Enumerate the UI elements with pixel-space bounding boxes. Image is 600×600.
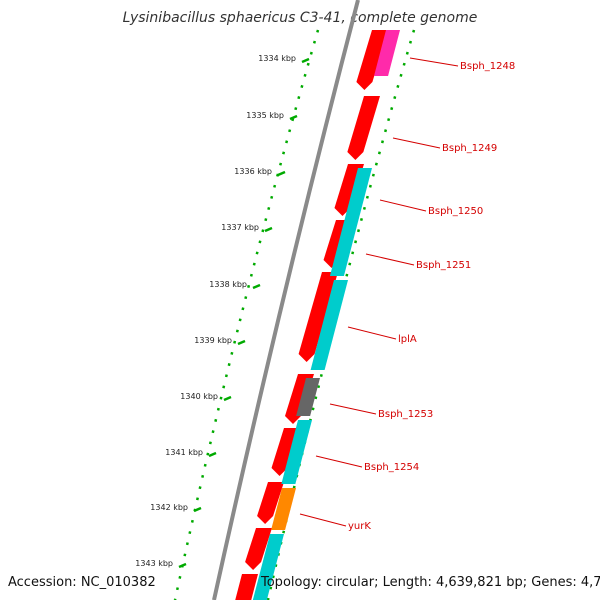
gene-arrow-red: [257, 482, 284, 524]
ruler-tick: [178, 562, 187, 569]
ruler-label: 1343 kbp: [135, 559, 173, 568]
ruler-label: 1335 kbp: [246, 111, 284, 120]
topology-text: Topology: circular; Length: 4,639,821 bp…: [261, 575, 600, 590]
ruler-tick: [193, 506, 202, 513]
ruler-tick: [289, 114, 298, 121]
ruler-tick: [223, 395, 232, 402]
gene-label: Bsph_1254: [364, 462, 419, 473]
ruler-label: 1336 kbp: [234, 167, 272, 176]
gene-label: Bsph_1249: [442, 143, 497, 154]
gene-arrow-red: [347, 96, 380, 160]
ruler-label: 1341 kbp: [165, 448, 203, 457]
gene-arrow-red: [245, 528, 272, 570]
leader-line: [329, 403, 377, 415]
page-title: Lysinibacillus sphaericus C3-41, complet…: [122, 10, 478, 26]
gene-label: Bsph_1253: [378, 409, 433, 420]
gene-label: Bsph_1251: [416, 260, 471, 271]
gene-arrow-cyan: [281, 420, 312, 484]
gene-arrow-cyan: [329, 168, 372, 276]
gene-label: Bsph_1250: [428, 206, 483, 217]
ruler-label: 1340 kbp: [180, 392, 218, 401]
gene-arrow-red: [356, 30, 388, 90]
ruler-label: 1339 kbp: [194, 336, 232, 345]
accession-text: Accession: NC_010382: [8, 575, 156, 590]
leader-line: [299, 513, 347, 527]
ruler-tick: [208, 451, 217, 458]
backbone-line: [212, 0, 360, 600]
leader-line: [392, 137, 441, 149]
ruler-label: 1337 kbp: [221, 223, 259, 232]
ruler-label: 1334 kbp: [258, 54, 296, 63]
leader-line: [365, 253, 415, 266]
leader-line: [315, 455, 363, 468]
gene-label: lplA: [398, 334, 417, 345]
ruler-tick: [277, 170, 286, 177]
gene-arrow-gray: [296, 378, 320, 416]
gene-arrow-cyan: [252, 534, 284, 600]
leader-line: [379, 199, 427, 212]
inner-dotted-ring: [266, 29, 416, 600]
gene-arrow-red: [235, 574, 258, 600]
ruler-tick: [264, 226, 273, 233]
ruler-label: 1342 kbp: [150, 503, 188, 512]
leader-line: [347, 326, 397, 340]
gene-label: yurK: [348, 521, 371, 532]
leader-line: [409, 57, 459, 67]
ruler-tick: [237, 339, 246, 346]
ruler-label: 1338 kbp: [209, 280, 247, 289]
gene-label: Bsph_1248: [460, 61, 515, 72]
ruler-tick: [301, 57, 310, 64]
gene-arrow-red: [298, 272, 338, 362]
gene-arrow-orange: [271, 488, 296, 530]
gene-arrow-magenta: [374, 30, 400, 76]
gene-arrow-cyan: [310, 280, 348, 370]
ruler-tick: [252, 283, 261, 290]
